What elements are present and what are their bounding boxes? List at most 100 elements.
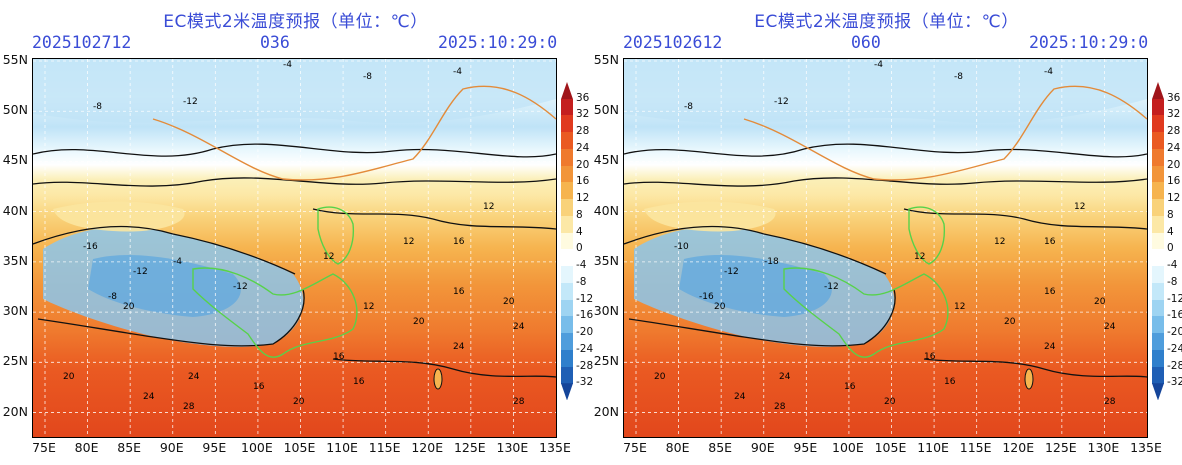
country-border [743, 85, 1147, 181]
longitude-tick-label: 95E [202, 440, 227, 455]
colorbar-label: -4 [1167, 259, 1178, 272]
colorbar-segment [1152, 366, 1164, 384]
forecast-hour: 036 [260, 33, 290, 52]
longitude-tick-label: 115E [959, 440, 992, 455]
colorbar-label: -20 [1167, 326, 1182, 339]
contour-label: -12 [233, 282, 248, 292]
contour-label: 28 [1104, 397, 1116, 407]
longitude-tick-label: 105E [874, 440, 907, 455]
cold-core-tibet [679, 254, 832, 317]
contour-label: -8 [954, 72, 963, 82]
colorbar-segment [561, 333, 573, 351]
longitude-tick-label: 100E [241, 440, 273, 455]
colorbar-segment [561, 299, 573, 317]
contour-label: 16 [353, 377, 365, 387]
island-taiwan [1024, 368, 1034, 390]
cold-core-tibet [88, 254, 241, 317]
latitude-tick-label: 40N [2, 202, 28, 218]
colorbar-label: -16 [576, 309, 594, 322]
colorbar-label: 0 [1167, 242, 1174, 255]
contour-label: 28 [774, 402, 786, 412]
latitude-tick-label: 50N [2, 102, 28, 118]
map-overlay: -4 -8 -12 -8 -4 -16 -12 -8 -4 -12 12 12 12 16 12 16 16 20… [33, 59, 556, 437]
contour-label: -4 [453, 67, 462, 77]
island-taiwan [433, 368, 443, 390]
contour-label: 12 [483, 202, 494, 212]
longitude-tick-label: 110E [917, 440, 949, 455]
colorbar-label: 4 [1167, 225, 1174, 238]
contour-label: -12 [133, 267, 148, 277]
latitude-tick-label: 55N [593, 52, 619, 67]
contour-label: 16 [1044, 287, 1056, 297]
longitude-tick-label: 110E [326, 440, 358, 455]
colorbar-label: 32 [576, 108, 590, 121]
contour-label: 24 [143, 392, 155, 402]
colorbar-segment [561, 316, 573, 334]
map-title: EC模式2米温度预报（单位：℃） [163, 12, 428, 32]
colorbar-label: 28 [576, 125, 590, 138]
colorbar-segment [1152, 115, 1164, 133]
colorbar-label: 12 [576, 192, 590, 205]
colorbar-label: -24 [1167, 342, 1182, 355]
latitude-tick-label: 20N [593, 403, 619, 419]
contour-label: 20 [1094, 297, 1106, 307]
contour-label: 20 [654, 372, 666, 382]
colorbar-label: -8 [1167, 275, 1178, 288]
colorbar-segment [1152, 282, 1164, 301]
map-title: EC模式2米温度预报（单位：℃） [754, 12, 1019, 32]
colorbar-label: 28 [1167, 125, 1181, 138]
colorbar [561, 82, 573, 401]
colorbar-label: 36 [1167, 91, 1181, 104]
contour-label: 20 [293, 397, 305, 407]
panel-right: EC模式2米温度预报（单位：℃） 2025102612 060 2025:10:… [591, 0, 1182, 465]
latitude-tick-label: 20N [2, 403, 28, 419]
colorbar-label: -8 [576, 275, 587, 288]
cold-region-north [33, 59, 556, 123]
colorbar-label: 20 [576, 158, 590, 171]
colorbar-label: 36 [576, 91, 590, 104]
longitude-tick-label: 125E [453, 440, 486, 455]
longitude-tick-label: 85E [708, 440, 733, 455]
longitude-tick-label: 75E [623, 440, 647, 455]
contour-label: -16 [699, 292, 714, 302]
latitude-tick-label: 45N [593, 152, 619, 168]
isotherm-line [33, 143, 556, 158]
contour-label: 20 [1004, 317, 1016, 327]
province-border [192, 267, 358, 358]
colorbar-segment [561, 132, 573, 150]
colorbar-label: -32 [576, 376, 594, 389]
contour-label: 12 [914, 252, 925, 262]
warm-region-basin [644, 201, 776, 232]
contour-label: 16 [453, 237, 465, 247]
longitude-tick-label: 85E [117, 440, 142, 455]
longitude-tick-label: 135E [539, 440, 571, 455]
contour-label: -10 [674, 242, 689, 252]
colorbar-segment [1152, 98, 1164, 116]
colorbar-label: -4 [576, 259, 587, 272]
cold-region-north [624, 59, 1147, 123]
contour-label: 12 [363, 302, 374, 312]
warm-region-basin [53, 201, 185, 232]
contour-label: 20 [503, 297, 515, 307]
contour-label: 20 [413, 317, 425, 327]
colorbar-label: 12 [1167, 192, 1181, 205]
longitude-tick-label: 120E [1002, 440, 1035, 455]
contour-label: 12 [323, 252, 334, 262]
colorbar-label: -28 [1167, 359, 1182, 372]
contour-label: 16 [1044, 237, 1056, 247]
contour-label: 24 [513, 322, 525, 332]
colorbar-label: -12 [1167, 292, 1182, 305]
colorbar-label: 0 [576, 242, 583, 255]
map-overlay: -4 -8 -12 -8 -4 -10 -12 -16 -18 -12 12 12 12 16 12 16 16… [624, 59, 1147, 437]
colorbar-label: -28 [576, 359, 594, 372]
init-time: 2025102712 [32, 33, 132, 52]
contour-label: -8 [363, 72, 372, 82]
colorbar-label: 8 [576, 208, 583, 221]
colorbar-segment [1152, 316, 1164, 334]
contour-label: -8 [684, 102, 693, 112]
colorbar-label: 24 [576, 141, 590, 154]
init-time: 2025102612 [623, 33, 723, 52]
contour-label: 24 [1104, 322, 1116, 332]
longitude-tick-label: 130E [496, 440, 529, 455]
province-border [783, 267, 949, 358]
